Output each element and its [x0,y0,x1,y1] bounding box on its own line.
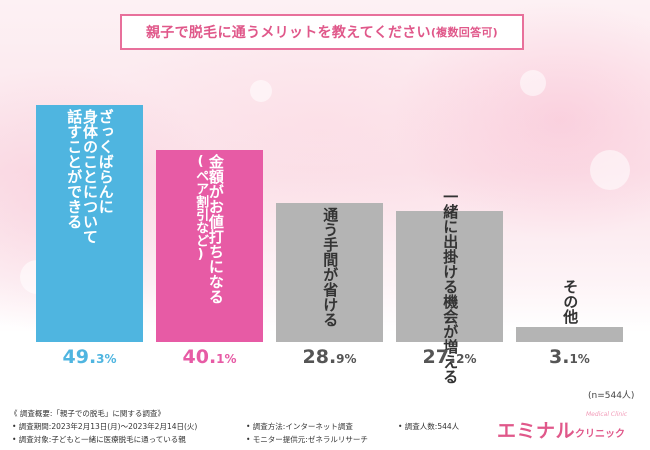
category-label-2: 金額がお値打ちになる (ペア割引など) [193,153,225,304]
bar-2 [156,149,263,342]
value-integer: 28. [302,346,337,368]
logo-tagline: Medical Clinic [586,411,628,418]
value-label-2: 40.1% [183,346,237,368]
value-decimal: 9% [336,352,357,366]
clinic-logo: エミナルクリニック [497,416,625,443]
logo-sub-text: クリニック [575,429,626,440]
category-label-4: 一緒に出掛ける機会が増える [441,189,460,385]
survey-provider: • モニター提供元:ゼネラルリサーチ [246,435,368,444]
value-integer: 27. [422,346,457,368]
value-label-5: 3.1% [549,346,590,368]
bar-4 [396,211,503,342]
bar-1 [36,105,143,342]
category-label-line: ざっくばらんに [96,109,115,215]
category-label-5: その他 [561,279,580,325]
category-label-line: 一緒に出掛ける機会が増える [441,189,460,385]
category-label-line: (ペア割引など) [193,153,209,262]
value-integer: 40. [182,346,217,368]
value-decimal: 3% [96,352,117,366]
bar-3 [276,203,383,342]
category-label-line: 金額がお値打ちになる [206,153,225,304]
value-decimal: 1% [569,352,590,366]
logo-main-text: エミナル [497,420,576,442]
bokeh-decoration [520,70,546,96]
bokeh-decoration [250,80,272,102]
value-decimal: 2% [456,352,477,366]
category-label-line: 通う手間が省ける [321,207,340,328]
chart-title-suffix: (複数回答可) [430,26,499,39]
survey-footer: 《 調査概要:「親子での脱毛」に関する調査》 • 調査期間:2023年2月13日… [0,406,650,450]
chart-title: 親子で脱毛に通うメリットを教えてください (複数回答可) [120,14,524,50]
survey-count: • 調査人数:544人 [398,422,460,431]
survey-target: • 調査対象:子どもと一緒に医療脱毛に通っている親 [12,435,186,444]
category-label-line: 身体のことについて [81,109,99,245]
value-label-3: 28.9% [303,346,357,368]
survey-period: • 調査期間:2023年2月13日(月)〜2023年2月14日(火) [12,422,198,431]
value-label-4: 27.2% [423,346,477,368]
chart-title-main: 親子で脱毛に通うメリットを教えてください [145,25,431,41]
survey-overview: 《 調査概要:「親子での脱毛」に関する調査》 [10,409,165,418]
value-integer: 3. [549,346,570,368]
bar-5 [516,327,623,342]
category-label-line: その他 [561,279,580,325]
category-label-1: ざっくばらんに 身体のことについて 話すことができる [65,109,115,245]
value-decimal: 1% [216,352,237,366]
sample-size-note: (n=544人) [588,391,635,401]
category-label-3: 通う手間が省ける [321,207,340,328]
bokeh-decoration [590,150,630,190]
value-label-1: 49.3% [63,346,117,368]
value-integer: 49. [62,346,97,368]
category-label-line: 話すことができる [65,109,84,230]
survey-method: • 調査方法:インターネット調査 [246,422,353,431]
